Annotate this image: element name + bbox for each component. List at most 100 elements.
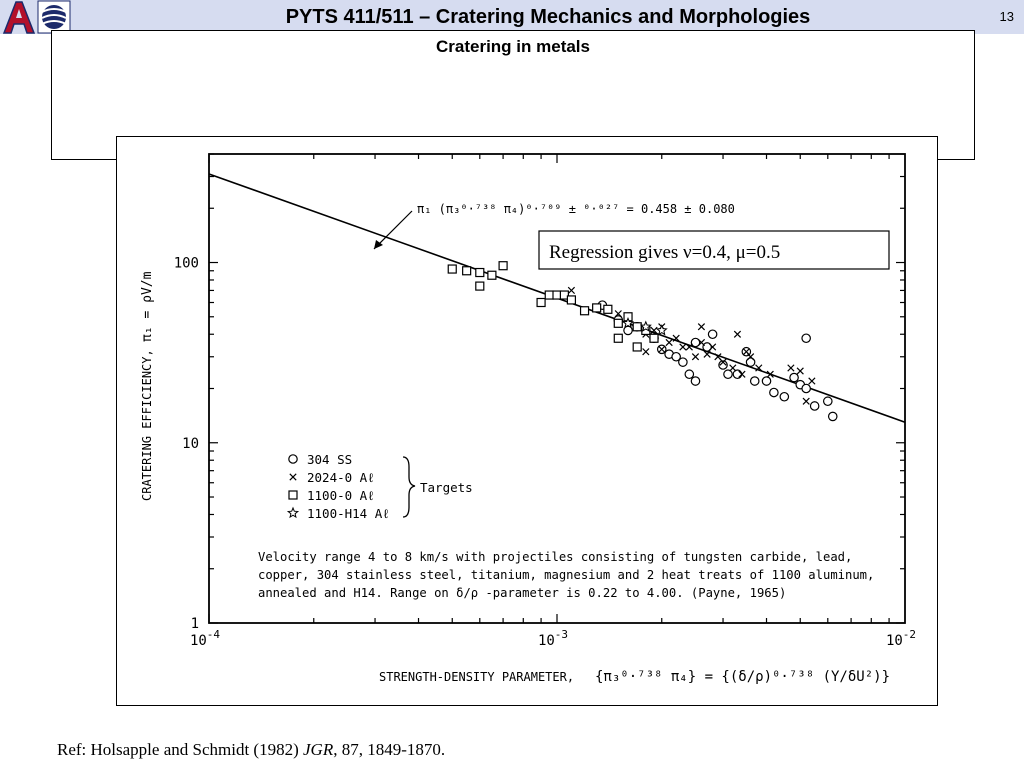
slide-title: PYTS 411/511 – Cratering Mechanics and M… bbox=[285, 6, 811, 28]
university-logo-icon bbox=[2, 0, 71, 34]
reference-citation: Ref: Holsapple and Schmidt (1982) JGR, 8… bbox=[57, 740, 445, 760]
data-point-2024-0 bbox=[665, 338, 673, 347]
data-point-304ss bbox=[809, 401, 820, 411]
data-point-304ss bbox=[288, 454, 298, 464]
legend-brace bbox=[402, 456, 416, 518]
data-point-2024-0 bbox=[787, 364, 795, 372]
data-point-2024-0 bbox=[703, 350, 711, 358]
legend-entry-0: 304 SS bbox=[307, 452, 352, 467]
data-point-1100-0 bbox=[544, 290, 554, 300]
data-point-2024-0 bbox=[650, 326, 658, 335]
data-point-304ss bbox=[671, 351, 681, 362]
reference-prefix: Ref: Holsapple and Schmidt (1982) bbox=[57, 740, 303, 759]
reference-suffix: , 87, 1849-1870. bbox=[333, 740, 446, 759]
data-point-304ss bbox=[761, 376, 772, 386]
cratering-efficiency-chart: 10-4 10-3 10-2 1 10 100 π₁ (π₃⁰·⁷³⁸ π₄)⁰·⁷⁰⁹ ±… bbox=[140, 153, 916, 685]
reference-journal: JGR bbox=[303, 740, 334, 759]
data-point-1100-0 bbox=[592, 303, 602, 313]
data-point-304ss bbox=[749, 376, 760, 386]
data-point-2024-0 bbox=[808, 377, 816, 385]
data-point-1100-0 bbox=[487, 270, 497, 280]
data-point-2024-0 bbox=[614, 310, 622, 318]
slide-header: PYTS 411/511 – Cratering Mechanics and M… bbox=[0, 0, 1024, 34]
y-tick-label: 1 bbox=[191, 616, 199, 632]
data-point-1100-0 bbox=[649, 333, 659, 343]
y-tick-label: 10 bbox=[182, 436, 199, 452]
data-point-2024-0 bbox=[679, 343, 687, 351]
data-point-1100-0 bbox=[603, 304, 613, 314]
legend-group-label: Targets bbox=[420, 480, 473, 495]
legend-entry-3: 1100-H14 Aℓ bbox=[307, 506, 390, 521]
data-point-304ss bbox=[732, 369, 743, 380]
data-point-2024-0 bbox=[766, 370, 774, 378]
data-point-2024-0 bbox=[691, 353, 700, 361]
data-point-2024-0 bbox=[289, 473, 297, 481]
data-point-1100-0 bbox=[498, 261, 508, 271]
data-point-2024-0 bbox=[658, 345, 666, 353]
slide-subtitle: Cratering in metals bbox=[436, 37, 590, 56]
data-point-2024-0 bbox=[697, 338, 706, 347]
data-point-1100-0 bbox=[632, 342, 642, 352]
data-point-2024-0 bbox=[697, 323, 706, 331]
x-axis-formula: {π₃⁰·⁷³⁸ π₄} = {(δ/ρ)⁰·⁷³⁸ (Y/δU²)} bbox=[595, 669, 890, 685]
data-point-2024-0 bbox=[642, 348, 650, 356]
data-point-304ss bbox=[707, 329, 718, 340]
x-axis-label: STRENGTH-DENSITY PARAMETER, bbox=[379, 670, 574, 684]
data-point-2024-0 bbox=[685, 343, 693, 351]
data-point-304ss bbox=[745, 357, 756, 367]
page-number: 13 bbox=[999, 9, 1014, 24]
data-point-1100-0 bbox=[613, 318, 623, 328]
data-point-2024-0 bbox=[567, 286, 576, 295]
fit-label-arrowhead bbox=[374, 240, 383, 249]
data-point-304ss bbox=[769, 387, 779, 398]
data-point-1100-h14 bbox=[655, 324, 668, 336]
callout-box bbox=[538, 230, 890, 270]
data-point-304ss bbox=[827, 411, 838, 422]
fit-line-label: π₁ (π₃⁰·⁷³⁸ π₄)⁰·⁷⁰⁹ ± ⁰·⁰²⁷ = 0.458 ± 0… bbox=[417, 202, 735, 216]
data-point-304ss bbox=[623, 325, 633, 336]
data-point-1100-0 bbox=[447, 264, 457, 274]
data-point-2024-0 bbox=[746, 353, 755, 361]
fit-label-leader bbox=[373, 210, 413, 250]
x-tick-label: 10-2 bbox=[886, 628, 916, 649]
data-point-1100-0 bbox=[632, 322, 642, 332]
data-point-304ss bbox=[779, 391, 790, 402]
chart-figure: 10-4 10-3 10-2 1 10 100 π₁ (π₃⁰·⁷³⁸ π₄)⁰·⁷⁰⁹ ±… bbox=[116, 136, 938, 706]
data-point-1100-0 bbox=[475, 281, 485, 291]
data-point-1100-h14 bbox=[622, 316, 635, 329]
data-point-1100-h14 bbox=[286, 506, 300, 519]
data-point-1100-0 bbox=[566, 295, 577, 305]
data-point-2024-0 bbox=[733, 330, 742, 338]
data-point-1100-0 bbox=[613, 333, 623, 343]
data-point-304ss bbox=[801, 383, 811, 394]
data-point-1100-0 bbox=[462, 266, 472, 276]
data-point-304ss bbox=[690, 337, 701, 348]
legend-entry-1: 2024-0 Aℓ bbox=[307, 470, 375, 485]
data-point-2024-0 bbox=[672, 334, 680, 342]
data-point-2024-0 bbox=[755, 364, 763, 372]
data-point-304ss bbox=[684, 369, 695, 380]
chart-note-line: Velocity range 4 to 8 km/s with projecti… bbox=[258, 550, 852, 564]
x-tick-label: 10-4 bbox=[190, 628, 220, 649]
data-point-304ss bbox=[702, 342, 712, 352]
data-point-1100-0 bbox=[288, 490, 298, 500]
data-point-304ss bbox=[690, 376, 701, 386]
data-point-304ss bbox=[718, 360, 728, 370]
data-point-1100-0 bbox=[559, 290, 569, 300]
x-tick-label: 10-3 bbox=[538, 628, 568, 649]
regression-callout: Regression gives ν=0.4, μ=0.5 bbox=[549, 242, 780, 263]
chart-note-line: copper, 304 stainless steel, titanium, m… bbox=[258, 568, 874, 582]
y-axis-symbol: π₁ = ρV/m bbox=[140, 271, 155, 342]
chart-note-line: annealed and H14. Range on δ/ρ -paramete… bbox=[258, 586, 786, 600]
y-axis-label: CRATERING EFFICIENCY, bbox=[140, 349, 154, 501]
legend-entry-2: 1100-0 Aℓ bbox=[307, 488, 375, 503]
data-point-304ss bbox=[723, 369, 733, 380]
data-point-1100-h14 bbox=[639, 320, 652, 332]
data-point-1100-0 bbox=[475, 267, 485, 278]
data-point-1100-0 bbox=[579, 306, 590, 316]
data-point-304ss bbox=[822, 396, 833, 407]
data-point-304ss bbox=[678, 357, 688, 367]
y-tick-label: 100 bbox=[174, 256, 199, 272]
data-point-2024-0 bbox=[796, 367, 804, 375]
data-point-304ss bbox=[789, 372, 799, 383]
